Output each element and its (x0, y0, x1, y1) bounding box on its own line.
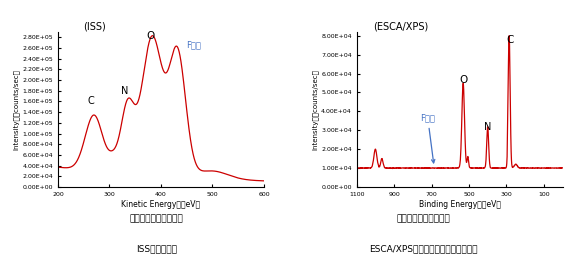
Text: ポリイミドフィルムの: ポリイミドフィルムの (130, 215, 183, 223)
X-axis label: Kinetic Energy　（eV）: Kinetic Energy （eV） (121, 199, 201, 209)
Text: (ISS): (ISS) (83, 21, 106, 31)
Y-axis label: Intensity　（counts/sec）: Intensity （counts/sec） (13, 69, 20, 150)
Text: N: N (484, 122, 491, 132)
Text: O: O (147, 31, 155, 41)
Text: C: C (506, 35, 513, 45)
Text: F検出: F検出 (186, 40, 201, 49)
Text: O: O (459, 75, 467, 85)
Text: ポリイミドフィルムの: ポリイミドフィルムの (397, 215, 450, 223)
Text: ISSスペクトル: ISSスペクトル (136, 244, 177, 253)
Text: C: C (87, 96, 94, 106)
Text: Fなし: Fなし (420, 114, 435, 163)
Text: N: N (121, 86, 129, 96)
Text: ESCA/XPSワイドスキャンスペクトル: ESCA/XPSワイドスキャンスペクトル (369, 244, 478, 253)
X-axis label: Binding Energy　（eV）: Binding Energy （eV） (419, 199, 501, 209)
Y-axis label: Intensity　（counts/sec）: Intensity （counts/sec） (311, 69, 318, 150)
Text: (ESCA/XPS): (ESCA/XPS) (373, 21, 429, 31)
